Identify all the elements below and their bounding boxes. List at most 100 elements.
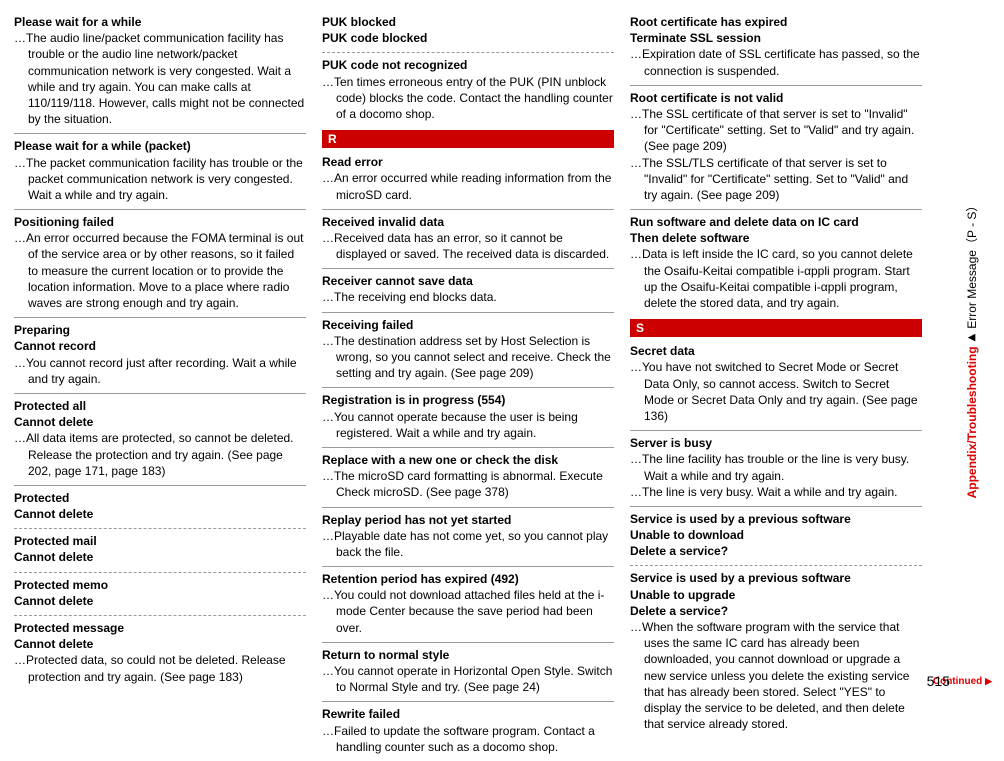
entry-title: Delete a service? [630,603,922,619]
entry: Protected memoCannot delete [14,572,306,615]
entry-desc: The packet communication facility has tr… [14,155,306,204]
side-arrow-icon: ▶ [966,332,977,343]
entry: Service is used by a previous softwareUn… [630,506,922,566]
entry-title: Root certificate has expired [630,14,922,30]
entry-title: Please wait for a while (packet) [14,138,306,154]
letter-header: R [322,130,614,148]
column-2: PUK blockedPUK code blocked PUK code not … [322,10,614,687]
entry: PreparingCannot recordYou cannot record … [14,317,306,393]
right-rail: Appendix/Troubleshooting ▶ Error Message… [938,10,998,687]
entry-desc: The receiving end blocks data. [322,289,614,305]
entry-desc: You have not switched to Secret Mode or … [630,359,922,424]
entry: Positioning failedAn error occurred beca… [14,209,306,317]
entry-title: Protected mail [14,533,306,549]
entry-desc: An error occurred because the FOMA termi… [14,230,306,311]
entry-title: Return to normal style [322,647,614,663]
entry: Please wait for a whileThe audio line/pa… [14,10,306,133]
entry: Root certificate is not validThe SSL cer… [630,85,922,209]
page-number: 515 [927,673,950,689]
entry-title: Replace with a new one or check the disk [322,452,614,468]
entry-title: Receiver cannot save data [322,273,614,289]
entry-desc: Ten times erroneous entry of the PUK (PI… [322,74,614,123]
entry-title: Delete a service? [630,543,922,559]
entry-title: Cannot delete [14,593,306,609]
entry-title: Rewrite failed [322,706,614,722]
entry-title: Cannot delete [14,506,306,522]
entry-title: Positioning failed [14,214,306,230]
entry-desc: Data is left inside the IC card, so you … [630,246,922,311]
entry: Return to normal styleYou cannot operate… [322,642,614,702]
entry-desc: You cannot operate in Horizontal Open St… [322,663,614,695]
entry-desc: Received data has an error, so it cannot… [322,230,614,262]
entry-title: Cannot delete [14,636,306,652]
entry-desc: Expiration date of SSL certificate has p… [630,46,922,78]
entry-title: Protected [14,490,306,506]
entry: Receiving failedThe destination address … [322,312,614,388]
entry-title: Then delete software [630,230,922,246]
entry-title: PUK blocked [322,14,614,30]
entry: Server is busyThe line facility has trou… [630,430,922,506]
entry: Please wait for a while (packet)The pack… [14,133,306,209]
entry-title: Terminate SSL session [630,30,922,46]
entry-title: Cannot delete [14,414,306,430]
column-3: Root certificate has expiredTerminate SS… [630,10,922,687]
entry-title: Cannot record [14,338,306,354]
entry-desc: You could not download attached files he… [322,587,614,636]
entry-title: Protected message [14,620,306,636]
entry: Root certificate has expiredTerminate SS… [630,10,922,85]
entry-desc: The SSL/TLS certificate of that server i… [630,155,922,204]
entry: Rewrite failedFailed to update the softw… [322,701,614,761]
entry-title: Service is used by a previous software [630,570,922,586]
entry: Run software and delete data on IC cardT… [630,209,922,317]
entry-title: Replay period has not yet started [322,512,614,528]
entry-desc: The audio line/packet communication faci… [14,30,306,127]
entry-title: Server is busy [630,435,922,451]
entry-title: Receiving failed [322,317,614,333]
entry-title: Service is used by a previous software [630,511,922,527]
entry-title: Registration is in progress (554) [322,392,614,408]
entry-title: Secret data [630,343,922,359]
entry-desc: All data items are protected, so cannot … [14,430,306,479]
entry-desc: The line is very busy. Wait a while and … [630,484,922,500]
entry: Protected allCannot deleteAll data items… [14,393,306,485]
entry-desc: When the software program with the servi… [630,619,922,732]
entry-desc: Failed to update the software program. C… [322,723,614,755]
entry-title: Protected memo [14,577,306,593]
entry-desc: Playable date has not come yet, so you c… [322,528,614,560]
entry: Read errorAn error occurred while readin… [322,150,614,209]
entry: Registration is in progress (554)You can… [322,387,614,447]
entry-desc: The line facility has trouble or the lin… [630,451,922,483]
entry-title: Read error [322,154,614,170]
entry-title: Unable to download [630,527,922,543]
entry: Protected messageCannot deleteProtected … [14,615,306,691]
side-sub: Error Message（P - S） [965,199,979,328]
entry: Received invalid dataReceived data has a… [322,209,614,269]
entry: Protected mailCannot delete [14,528,306,571]
page-root: Please wait for a whileThe audio line/pa… [0,0,1004,697]
entry: PUK blockedPUK code blocked [322,10,614,52]
section-name: Appendix/Troubleshooting [965,346,979,498]
entry: Secret dataYou have not switched to Secr… [630,339,922,430]
entry: Replay period has not yet startedPlayabl… [322,507,614,567]
entry-desc: The destination address set by Host Sele… [322,333,614,382]
entry-desc: Protected data, so could not be deleted.… [14,652,306,684]
entry-title: PUK code not recognized [322,57,614,73]
entry-title: Received invalid data [322,214,614,230]
entry-title: Protected all [14,398,306,414]
entry-title: Preparing [14,322,306,338]
entry-title: PUK code blocked [322,30,614,46]
entry: Service is used by a previous softwareUn… [630,565,922,738]
entry: ProtectedCannot delete [14,485,306,528]
entry-desc: You cannot operate because the user is b… [322,409,614,441]
entry-desc: An error occurred while reading informat… [322,170,614,202]
entry-title: Please wait for a while [14,14,306,30]
continued-arrow-icon: ▶ [985,676,992,686]
letter-header: S [630,319,922,337]
entry-title: Run software and delete data on IC card [630,214,922,230]
entry-title: Retention period has expired (492) [322,571,614,587]
column-1: Please wait for a whileThe audio line/pa… [14,10,306,687]
entry: Receiver cannot save dataThe receiving e… [322,268,614,311]
entry-desc: The SSL certificate of that server is se… [630,106,922,155]
entry-title: Root certificate is not valid [630,90,922,106]
side-label: Appendix/Troubleshooting ▶ Error Message… [963,199,980,498]
